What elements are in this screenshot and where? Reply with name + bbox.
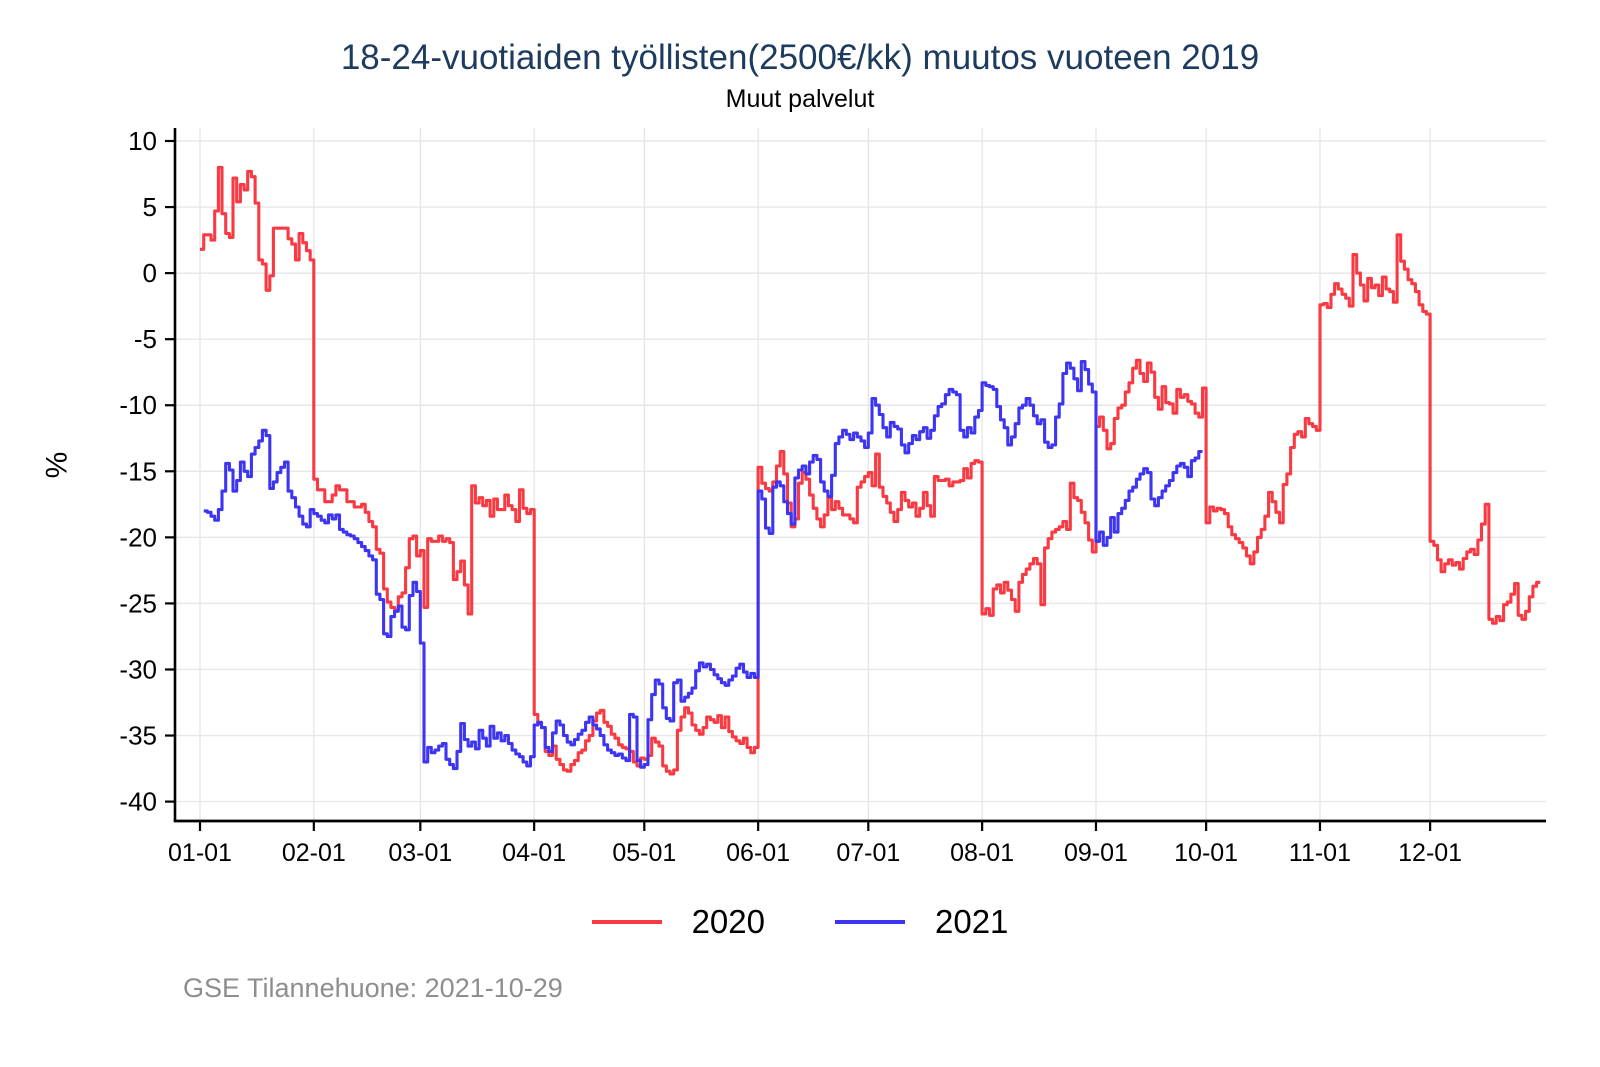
x-tick-label: 12-01 xyxy=(1398,839,1462,867)
x-tick-label: 01-01 xyxy=(168,839,232,867)
chart-line-2020 xyxy=(200,165,1541,776)
legend-item-2021: 2021 xyxy=(835,903,1008,941)
x-tick-label: 09-01 xyxy=(1064,839,1128,867)
x-tick-label: 08-01 xyxy=(950,839,1014,867)
y-tick-label: -35 xyxy=(119,721,157,751)
legend-line-swatch xyxy=(591,920,662,924)
x-tick-label: 06-01 xyxy=(726,839,790,867)
source-note: GSE Tilannehuone: 2021-10-29 xyxy=(183,973,563,1003)
y-tick-label: 10 xyxy=(128,126,157,156)
y-tick-label: -10 xyxy=(119,390,157,420)
y-tick-label: 0 xyxy=(143,258,157,288)
legend-item-2020: 2020 xyxy=(591,903,765,941)
y-tick-label: 5 xyxy=(143,192,157,222)
y-tick-label: -30 xyxy=(119,654,157,684)
y-tick-label: -5 xyxy=(134,324,157,354)
chart-line-2021 xyxy=(203,360,1203,771)
x-tick-label: 04-01 xyxy=(502,839,566,867)
y-tick-label: -40 xyxy=(119,787,157,817)
x-tick-label: 10-01 xyxy=(1174,839,1238,867)
chart-title: 18-24-vuotiaiden työllisten(2500€/kk) mu… xyxy=(340,38,1260,77)
x-tick-label: 03-01 xyxy=(388,839,452,867)
legend-label: 2021 xyxy=(935,903,1009,940)
legend-label: 2020 xyxy=(691,903,765,940)
legend: 2020 2021 xyxy=(0,903,1600,941)
chart-subtitle: Muut palvelut xyxy=(725,85,875,113)
x-tick-label: 07-01 xyxy=(836,839,900,867)
y-tick-label: -25 xyxy=(119,588,157,618)
x-tick-label: 05-01 xyxy=(612,839,676,867)
x-tick-label: 02-01 xyxy=(282,839,346,867)
y-tick-label: -15 xyxy=(119,456,157,486)
x-tick-label: 11-01 xyxy=(1289,839,1351,867)
legend-line-swatch xyxy=(835,920,905,924)
y-tick-label: -20 xyxy=(119,522,157,552)
